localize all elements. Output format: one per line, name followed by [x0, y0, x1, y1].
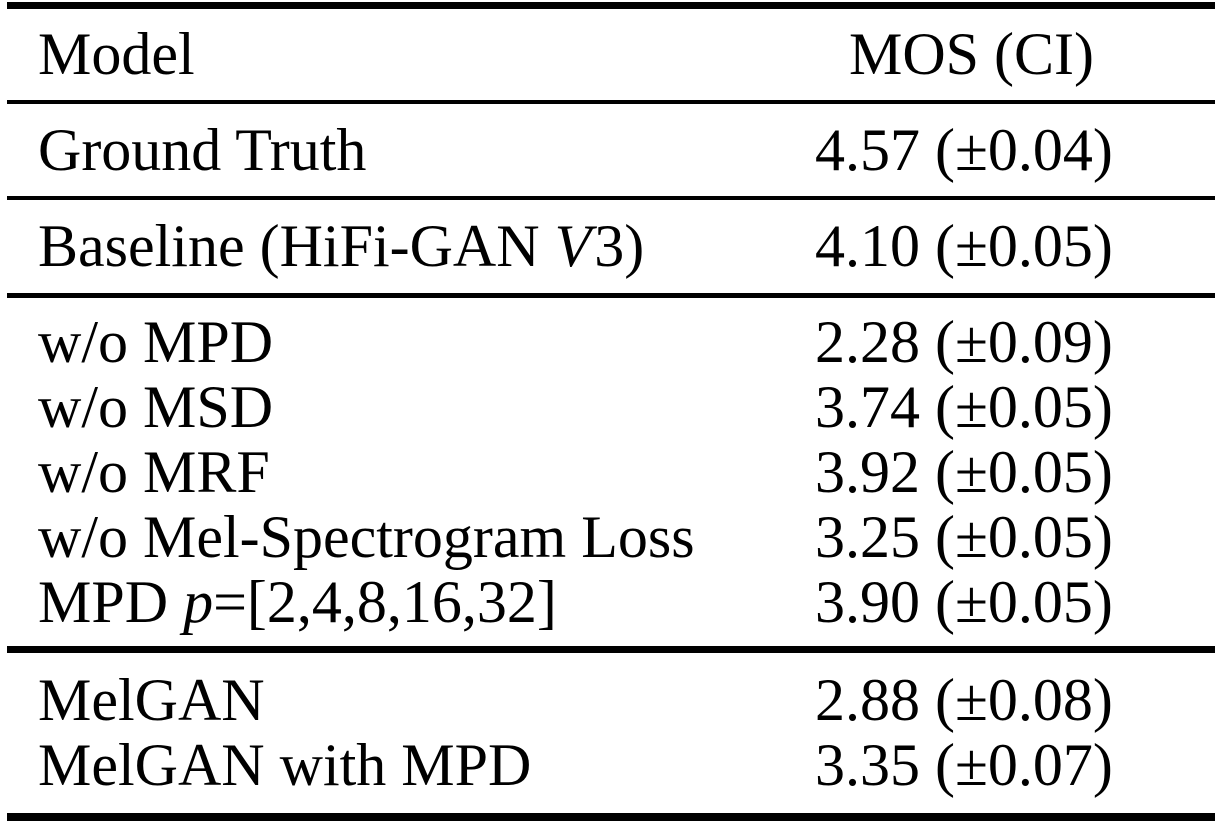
baseline-section: Baseline (HiFi-GAN V3) 4.10 (±0.05)	[0, 200, 1226, 293]
table-row: w/o MPD 2.28 (±0.09)	[0, 308, 1226, 375]
model-cell: MPD p=[2,4,8,16,32]	[0, 568, 815, 635]
table-header-section: Model MOS (CI)	[0, 9, 1226, 100]
mos-cell: 3.92 (±0.05)	[815, 438, 1113, 505]
model-cell: Ground Truth	[38, 116, 367, 183]
table-toprule	[7, 2, 1215, 9]
model-math-variable: p	[183, 568, 214, 635]
mos-cell: 2.88 (±0.08)	[815, 667, 1113, 733]
table-midrule-after-header	[7, 100, 1215, 104]
table-row: MelGAN 2.88 (±0.08)	[0, 668, 1226, 733]
ground-truth-section: Ground Truth 4.57 (±0.04)	[0, 104, 1226, 196]
mos-cell: 3.90 (±0.05)	[815, 568, 1113, 635]
model-cell: w/o MSD	[38, 373, 274, 440]
table-midrule-after-ablation	[7, 646, 1215, 653]
model-cell: w/o MPD	[38, 308, 274, 375]
model-cell: w/o MRF	[38, 438, 270, 505]
table-row: Baseline (HiFi-GAN V3) 4.10 (±0.05)	[0, 214, 1226, 279]
model-text-pre: MPD	[38, 568, 184, 635]
ablation-section: w/o MPD 2.28 (±0.09) w/o MSD 3.74 (±0.05…	[0, 298, 1226, 646]
model-math-variable: V	[554, 213, 592, 279]
table-midrule-after-baseline	[7, 293, 1215, 298]
mos-cell: 2.28 (±0.09)	[815, 308, 1113, 375]
mos-cell: 3.35 (±0.07)	[815, 732, 1113, 798]
model-cell: Baseline (HiFi-GAN V3)	[0, 214, 815, 279]
table-row: w/o MSD 3.74 (±0.05)	[0, 373, 1226, 440]
model-cell: MelGAN with MPD	[38, 732, 532, 798]
model-text-post: 3)	[594, 213, 645, 279]
mos-cell: 3.25 (±0.05)	[815, 503, 1113, 570]
mos-cell: 4.10 (±0.05)	[815, 213, 1113, 279]
mos-cell: 4.57 (±0.04)	[815, 116, 1113, 183]
table-row: MPD p=[2,4,8,16,32] 3.90 (±0.05)	[0, 568, 1226, 635]
model-text-post: =[2,4,8,16,32]	[213, 568, 557, 635]
table-midrule-after-ground-truth	[7, 196, 1215, 200]
column-header-mos: MOS (CI)	[848, 21, 1094, 87]
mos-cell: 3.74 (±0.05)	[815, 373, 1113, 440]
table-header-row: Model MOS (CI)	[0, 22, 1226, 87]
table-row: Ground Truth 4.57 (±0.04)	[0, 116, 1226, 183]
column-header-model: Model	[38, 21, 195, 87]
table-row: MelGAN with MPD 3.35 (±0.07)	[0, 733, 1226, 798]
table-row: w/o Mel-Spectrogram Loss 3.25 (±0.05)	[0, 503, 1226, 570]
model-text-pre: Baseline (HiFi-GAN	[38, 213, 555, 279]
table-row: w/o MRF 3.92 (±0.05)	[0, 438, 1226, 505]
table-bottomrule	[7, 813, 1215, 821]
model-cell: MelGAN	[38, 667, 265, 733]
model-cell: w/o Mel-Spectrogram Loss	[38, 503, 695, 570]
melgan-section: MelGAN 2.88 (±0.08) MelGAN with MPD 3.35…	[0, 653, 1226, 813]
